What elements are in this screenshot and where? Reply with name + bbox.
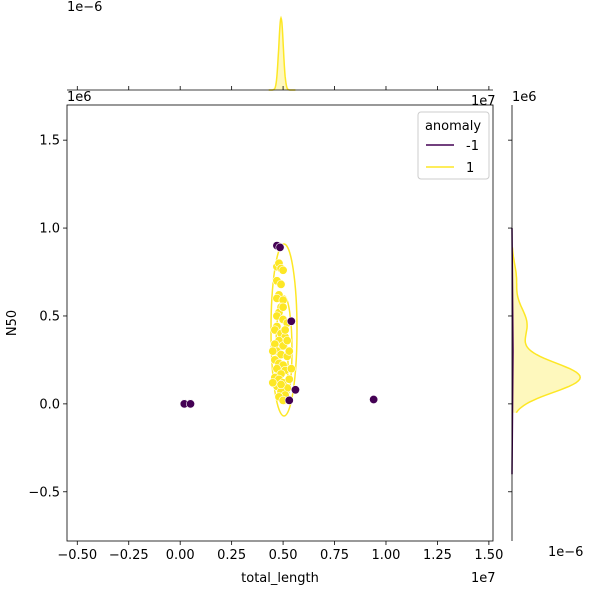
legend-title: anomaly [425,119,481,134]
y-tick-label: 1.0 [39,222,60,237]
x-tick-label: 0.75 [320,548,349,563]
right-marginal-kde: 1e−6 [511,105,583,560]
anomaly-point [369,394,379,404]
normal-point [278,302,288,312]
normal-point [284,374,294,384]
anomaly-point [284,395,294,405]
y-tick-label: 0.0 [39,397,60,412]
legend-label-normal: 1 [466,161,474,176]
anomaly-point [290,385,300,395]
y-tick-label: 1.5 [39,134,60,149]
x-tick-label: 0.00 [166,548,195,563]
x-tick-label: −0.25 [109,548,149,563]
right-kde-fill [512,247,581,413]
x-axis-ticks: −0.50 −0.25 0.00 0.25 0.50 0.75 1.00 1.25 1.50 [57,86,503,563]
normal-point [278,265,288,275]
x-tick-label: −0.50 [57,548,97,563]
normal-point [268,346,278,356]
normal-point [276,279,286,289]
normal-point [282,336,292,346]
top-right-offset-label: 1e7 [471,94,496,109]
normal-point [284,346,294,356]
top-margin-offset-label: 1e−6 [67,0,102,15]
right-kde-line [511,247,581,414]
anomaly-point [286,316,296,326]
x-tick-label: 1.50 [474,548,503,563]
y-tick-label: 0.5 [39,309,60,324]
normal-point [276,380,286,390]
y-offset-label: 1e6 [67,90,92,105]
x-tick-label: 1.25 [423,548,452,563]
x-tick-label: 0.25 [217,548,246,563]
normal-point [268,378,278,388]
x-offset-label: 1e7 [471,571,496,586]
anomaly-point [185,399,195,409]
y-tick-label: −0.5 [28,485,60,500]
anomaly-point [275,242,285,252]
plot-area-frame [66,104,494,542]
right-top-offset-label: 1e6 [512,90,537,105]
right-margin-offset-label: 1e−6 [548,545,583,560]
top-marginal-kde: 1e−6 [67,0,493,91]
normal-point [280,325,290,335]
x-axis-label: total_length [241,571,319,586]
normal-point [286,364,296,374]
y-axis-label: N50 [5,310,20,336]
x-tick-label: 0.50 [269,548,298,563]
top-kde-fill [268,18,296,90]
legend-label-anomaly: -1 [466,139,479,154]
scatter-points [179,241,379,409]
y-axis-ticks: −0.5 0.0 0.5 1.0 1.5 [28,134,512,500]
legend: anomaly -1 1 [417,111,490,180]
x-tick-label: 1.00 [372,548,401,563]
